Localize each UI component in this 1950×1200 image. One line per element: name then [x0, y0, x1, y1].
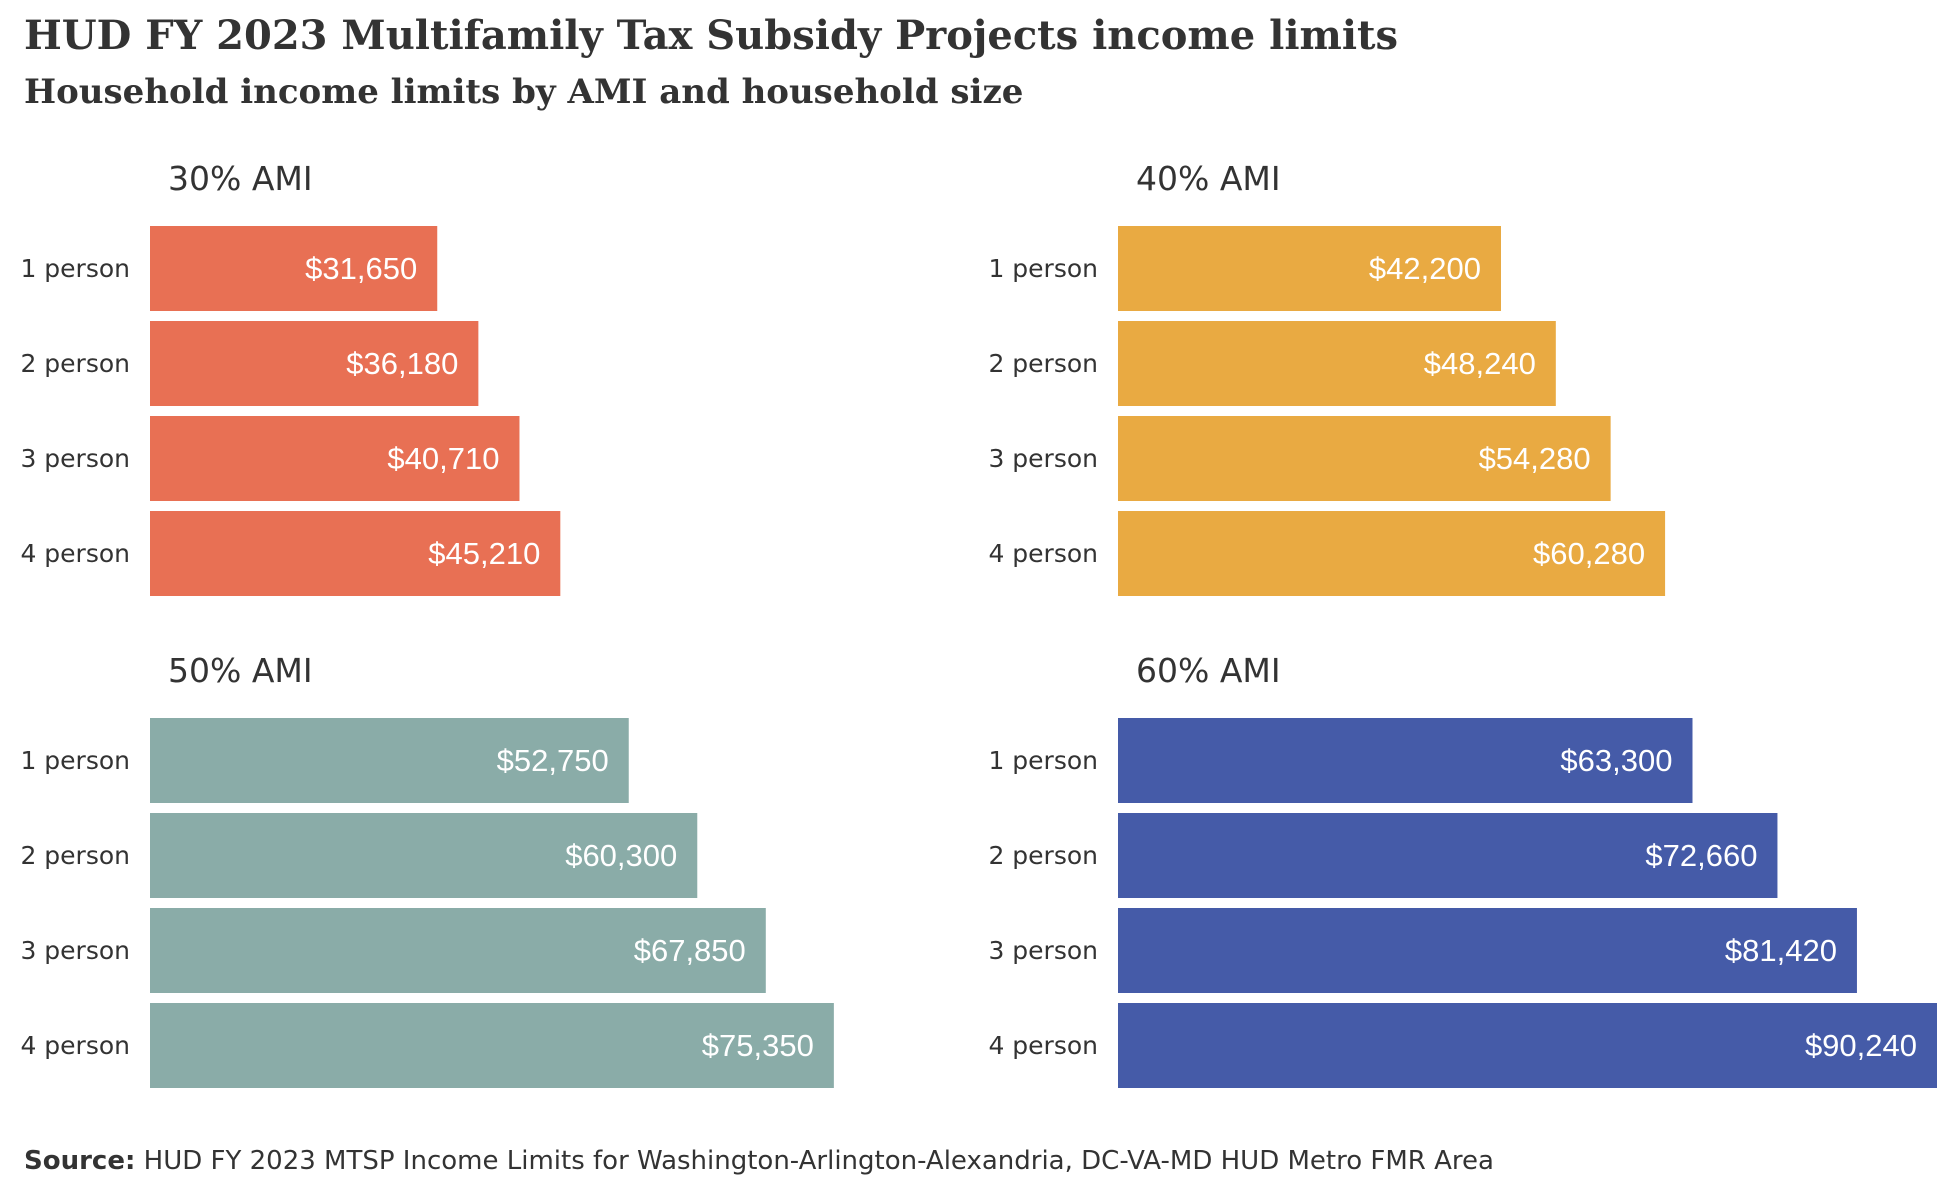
- bar: [1118, 226, 1501, 311]
- data-label: $40,710: [387, 441, 499, 476]
- data-label: $52,750: [497, 743, 609, 778]
- category-label: 2 person: [20, 841, 130, 870]
- category-label: 4 person: [20, 1031, 130, 1060]
- panel-title: 30% AMI: [168, 159, 313, 198]
- bar: [1118, 321, 1556, 406]
- panel-title: 50% AMI: [168, 651, 313, 690]
- data-label: $48,240: [1424, 346, 1536, 381]
- source-text: HUD FY 2023 MTSP Income Limits for Washi…: [135, 1146, 1494, 1176]
- data-label: $75,350: [702, 1028, 814, 1063]
- category-label: 4 person: [988, 1031, 1098, 1060]
- bar: [150, 718, 629, 803]
- data-label: $60,300: [565, 838, 677, 873]
- source-label: Source:: [24, 1146, 136, 1176]
- bar: [150, 511, 561, 596]
- panel-title: 60% AMI: [1136, 651, 1281, 690]
- bar: [1118, 416, 1611, 501]
- category-label: 2 person: [20, 349, 130, 378]
- category-label: 1 person: [20, 746, 130, 775]
- bar: [150, 908, 766, 993]
- panel-1: 30% AMI 1 person $31,650 2 person $36,180 3 p…: [20, 159, 561, 596]
- bar: [1118, 908, 1857, 993]
- data-label: $36,180: [346, 346, 458, 381]
- chart-subtitle: Household income limits by AMI and house…: [24, 72, 1024, 112]
- category-label: 2 person: [988, 841, 1098, 870]
- bar: [1118, 511, 1666, 596]
- data-label: $31,650: [305, 251, 417, 286]
- panel-3: 50% AMI 1 person $52,750 2 person $60,300 3 p…: [20, 651, 834, 1088]
- panel-title: 40% AMI: [1136, 159, 1281, 198]
- category-label: 3 person: [20, 936, 130, 965]
- data-label: $63,300: [1560, 743, 1672, 778]
- category-label: 3 person: [20, 444, 130, 473]
- data-label: $42,200: [1369, 251, 1481, 286]
- data-label: $67,850: [634, 933, 746, 968]
- bar: [1118, 813, 1778, 898]
- bar: [150, 226, 438, 311]
- data-label: $45,210: [428, 536, 540, 571]
- category-label: 1 person: [988, 254, 1098, 283]
- data-label: $90,240: [1805, 1028, 1917, 1063]
- category-label: 2 person: [988, 349, 1098, 378]
- data-label: $72,660: [1645, 838, 1757, 873]
- category-label: 4 person: [20, 539, 130, 568]
- source-note: Source: HUD FY 2023 MTSP Income Limits f…: [24, 1146, 1494, 1176]
- panel-2: 40% AMI 1 person $42,200 2 person $48,240 3 p…: [988, 159, 1666, 596]
- category-label: 3 person: [988, 444, 1098, 473]
- category-label: 3 person: [988, 936, 1098, 965]
- data-label: $60,280: [1533, 536, 1645, 571]
- chart-title: HUD FY 2023 Multifamily Tax Subsidy Proj…: [24, 12, 1399, 59]
- bar: [150, 1003, 834, 1088]
- bar: [150, 321, 479, 406]
- category-label: 1 person: [20, 254, 130, 283]
- panel-4: 60% AMI 1 person $63,300 2 person $72,660 3 p…: [988, 651, 1937, 1088]
- bar: [1118, 1003, 1937, 1088]
- data-label: $81,420: [1725, 933, 1837, 968]
- category-label: 1 person: [988, 746, 1098, 775]
- data-label: $54,280: [1479, 441, 1591, 476]
- category-label: 4 person: [988, 539, 1098, 568]
- bar: [1118, 718, 1693, 803]
- small-multiples-chart: 30% AMI 1 person $31,650 2 person $36,180 3 p…: [20, 159, 1937, 1088]
- bar: [150, 813, 698, 898]
- bar: [150, 416, 520, 501]
